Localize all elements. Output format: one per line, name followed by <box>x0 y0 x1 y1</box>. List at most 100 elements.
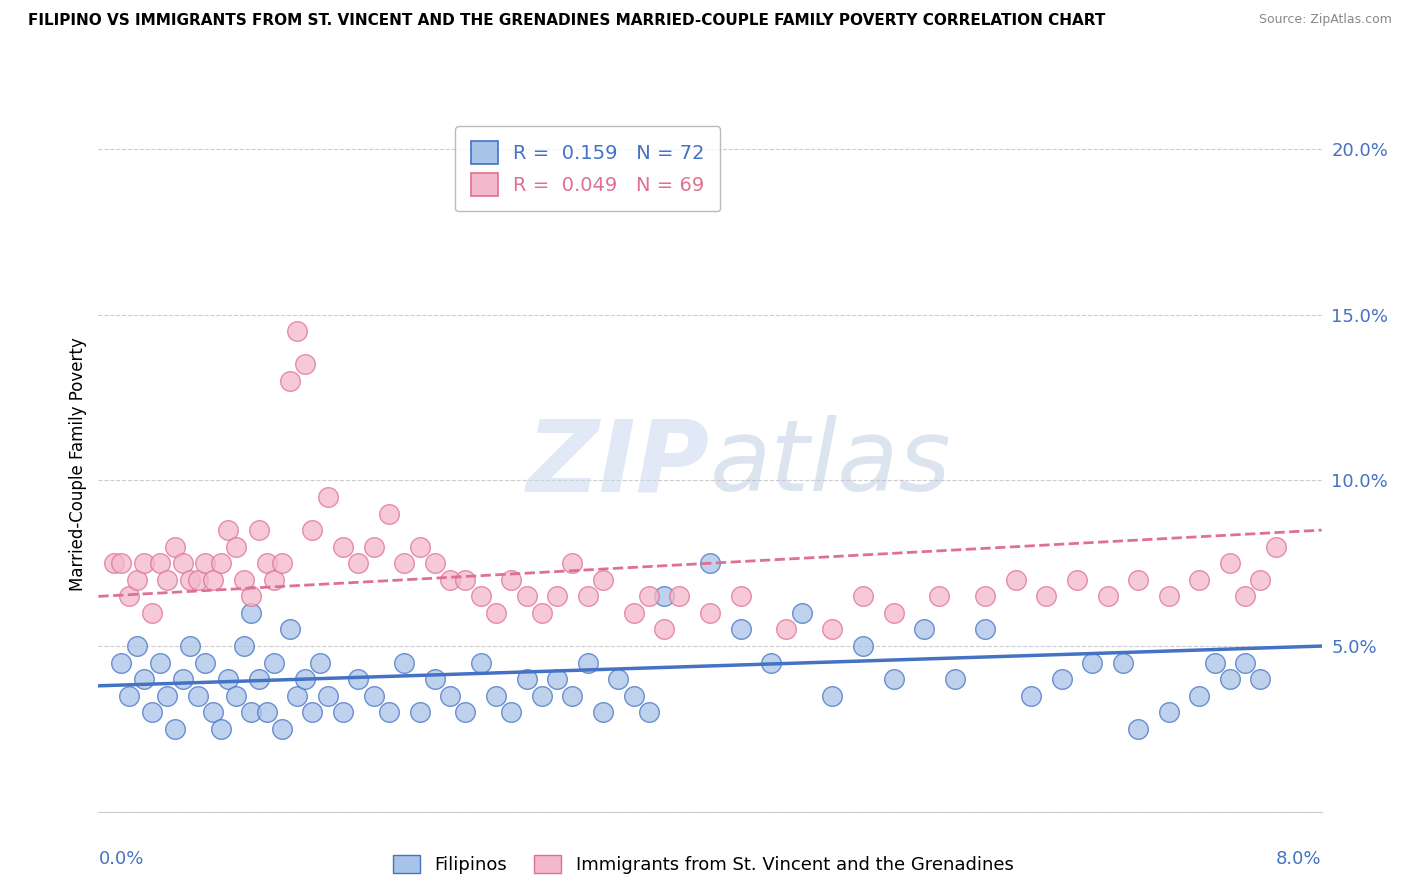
Point <box>546 590 568 604</box>
Point <box>240 606 263 620</box>
Point <box>240 706 263 720</box>
Text: 0.0%: 0.0% <box>98 850 143 868</box>
Point <box>294 672 316 686</box>
Point <box>1249 573 1271 587</box>
Point <box>515 672 537 686</box>
Point <box>561 689 583 703</box>
Point <box>1050 672 1073 686</box>
Text: 8.0%: 8.0% <box>1277 850 1322 868</box>
Point <box>699 556 721 570</box>
Point <box>301 706 323 720</box>
Point <box>623 606 645 620</box>
Text: Source: ZipAtlas.com: Source: ZipAtlas.com <box>1258 13 1392 27</box>
Point <box>141 706 163 720</box>
Point <box>347 556 370 570</box>
Point <box>1097 590 1119 604</box>
Point <box>247 672 270 686</box>
Text: ZIP: ZIP <box>527 416 710 512</box>
Point <box>852 590 875 604</box>
Point <box>256 706 278 720</box>
Point <box>363 689 385 703</box>
Text: FILIPINO VS IMMIGRANTS FROM ST. VINCENT AND THE GRENADINES MARRIED-COUPLE FAMILY: FILIPINO VS IMMIGRANTS FROM ST. VINCENT … <box>28 13 1105 29</box>
Point <box>1234 656 1257 670</box>
Point <box>1066 573 1088 587</box>
Point <box>821 623 844 637</box>
Point <box>592 706 614 720</box>
Point <box>247 523 270 537</box>
Point <box>263 573 285 587</box>
Point <box>149 556 172 570</box>
Point <box>592 573 614 587</box>
Point <box>141 606 163 620</box>
Point <box>294 358 316 372</box>
Point <box>1249 672 1271 686</box>
Point <box>363 540 385 554</box>
Point <box>134 672 156 686</box>
Point <box>378 507 401 521</box>
Point <box>134 556 156 570</box>
Point <box>1035 590 1057 604</box>
Point <box>187 689 209 703</box>
Point <box>623 689 645 703</box>
Point <box>974 590 997 604</box>
Point <box>546 672 568 686</box>
Point <box>530 689 553 703</box>
Point <box>217 523 239 537</box>
Point <box>202 573 225 587</box>
Text: atlas: atlas <box>710 416 952 512</box>
Point <box>1004 573 1026 587</box>
Point <box>852 639 875 653</box>
Point <box>332 706 354 720</box>
Point <box>1188 689 1211 703</box>
Point <box>454 573 477 587</box>
Point <box>118 590 141 604</box>
Point <box>163 722 186 736</box>
Point <box>278 374 301 388</box>
Point <box>378 706 401 720</box>
Y-axis label: Married-Couple Family Poverty: Married-Couple Family Poverty <box>69 337 87 591</box>
Point <box>156 573 179 587</box>
Point <box>278 623 301 637</box>
Point <box>270 556 294 570</box>
Point <box>928 590 950 604</box>
Point <box>301 523 323 537</box>
Point <box>118 689 141 703</box>
Point <box>530 606 553 620</box>
Point <box>561 556 583 570</box>
Point <box>149 656 172 670</box>
Point <box>316 490 339 504</box>
Point <box>668 590 690 604</box>
Point <box>1112 656 1135 670</box>
Point <box>1219 556 1241 570</box>
Point <box>883 606 905 620</box>
Point <box>515 590 537 604</box>
Point <box>439 689 461 703</box>
Point <box>392 656 416 670</box>
Point <box>179 573 201 587</box>
Point <box>270 722 294 736</box>
Point <box>485 606 508 620</box>
Point <box>637 590 661 604</box>
Point <box>730 623 752 637</box>
Point <box>316 689 339 703</box>
Point <box>576 590 599 604</box>
Point <box>1234 590 1257 604</box>
Point <box>652 623 675 637</box>
Point <box>110 556 132 570</box>
Point <box>730 590 752 604</box>
Point <box>209 722 232 736</box>
Point <box>232 573 254 587</box>
Point <box>408 706 430 720</box>
Point <box>125 573 148 587</box>
Point <box>163 540 186 554</box>
Point <box>103 556 125 570</box>
Point <box>775 623 797 637</box>
Point <box>347 672 370 686</box>
Point <box>912 623 935 637</box>
Point <box>332 540 354 554</box>
Point <box>1019 689 1042 703</box>
Point <box>423 672 446 686</box>
Point <box>485 689 508 703</box>
Point <box>194 656 217 670</box>
Point <box>263 656 285 670</box>
